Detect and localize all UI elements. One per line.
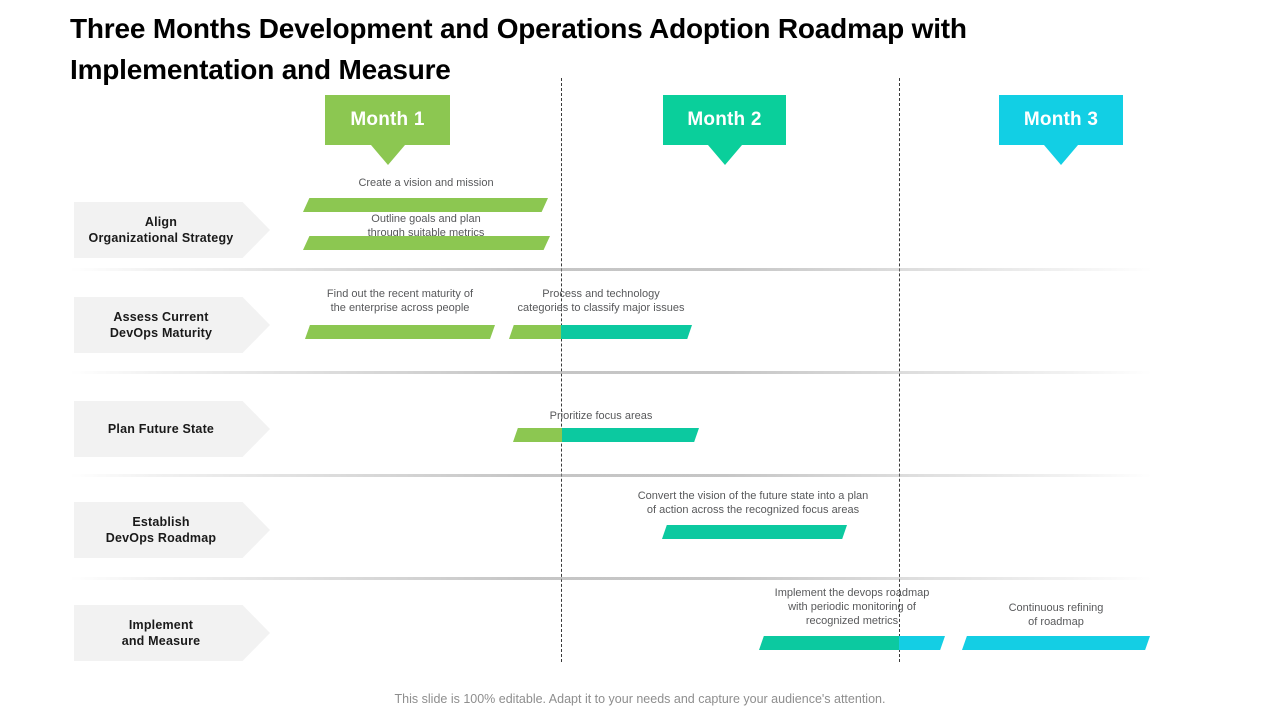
task-bar-segment-green: [509, 325, 562, 339]
task-bar-segment-teal: [561, 325, 692, 339]
task-bar-segment-teal: [759, 636, 900, 650]
phase-label-1[interactable]: Align Organizational Strategy: [74, 202, 270, 258]
task-bar-segment-green: [305, 325, 495, 339]
phase-label-text: Implement and Measure: [121, 618, 201, 648]
phase-label-text: Assess Current DevOps Maturity: [109, 310, 213, 340]
task-bar-3[interactable]: [305, 325, 495, 339]
month-banner-body: Month 3: [999, 95, 1123, 145]
month-header-3[interactable]: Month 3: [999, 95, 1123, 165]
phase-label-text: Align Organizational Strategy: [88, 215, 234, 245]
page-title: Three Months Development and Operations …: [70, 13, 967, 85]
task-caption-1: Create a vision and mission: [358, 177, 494, 189]
task-caption-7: Implement the devops roadmap with periodi…: [774, 587, 930, 627]
task-caption-5: Prioritize focus areas: [549, 410, 653, 422]
task-bar-4[interactable]: [509, 325, 692, 339]
task-bar-segment-cyan: [899, 636, 945, 650]
task-bar-8[interactable]: [962, 636, 1150, 650]
row-separator-4: [70, 577, 1152, 580]
row-separator-3: [70, 474, 1152, 477]
task-bar-6[interactable]: [662, 525, 847, 539]
row-separator-2: [70, 371, 1152, 374]
task-bar-2[interactable]: [303, 236, 550, 250]
month-banner-body: Month 1: [325, 95, 450, 145]
phase-label-2[interactable]: Assess Current DevOps Maturity: [74, 297, 270, 353]
task-bar-5[interactable]: [513, 428, 699, 442]
phase-label-3[interactable]: Plan Future State: [74, 401, 270, 457]
task-bar-segment-cyan: [962, 636, 1150, 650]
month-label: Month 3: [1023, 109, 1099, 130]
task-caption-2: Outline goals and plan through suitable m…: [367, 213, 485, 239]
task-bar-segment-green: [513, 428, 563, 442]
footer-note: This slide is 100% editable. Adapt it to…: [394, 692, 886, 706]
task-bar-segment-green: [303, 236, 550, 250]
month-label: Month 2: [687, 109, 762, 130]
phase-label-text: Plan Future State: [107, 422, 215, 436]
task-bar-7[interactable]: [759, 636, 945, 650]
task-caption-3: Find out the recent maturity of the enter…: [326, 288, 474, 314]
month-banner-pointer-icon: [1044, 145, 1078, 165]
row-separator-1: [70, 268, 1152, 271]
month-label: Month 1: [350, 109, 425, 130]
phase-label-text: Establish DevOps Roadmap: [105, 515, 217, 545]
task-caption-8: Continuous refining of roadmap: [1008, 602, 1104, 628]
month-banner-body: Month 2: [663, 95, 786, 145]
phase-label-4[interactable]: Establish DevOps Roadmap: [74, 502, 270, 558]
task-bar-segment-green: [303, 198, 548, 212]
month-divider-2: [899, 78, 900, 662]
month-header-1[interactable]: Month 1: [325, 95, 450, 165]
month-banner-pointer-icon: [370, 145, 405, 165]
month-header-2[interactable]: Month 2: [663, 95, 786, 165]
month-divider-1: [561, 78, 562, 662]
task-bar-segment-teal: [662, 525, 847, 539]
task-bar-1[interactable]: [303, 198, 548, 212]
task-bar-segment-teal: [562, 428, 699, 442]
month-banner-pointer-icon: [707, 145, 742, 165]
phase-label-5[interactable]: Implement and Measure: [74, 605, 270, 661]
task-caption-6: Convert the vision of the future state i…: [637, 490, 869, 516]
task-caption-4: Process and technology categories to clas…: [517, 288, 685, 314]
